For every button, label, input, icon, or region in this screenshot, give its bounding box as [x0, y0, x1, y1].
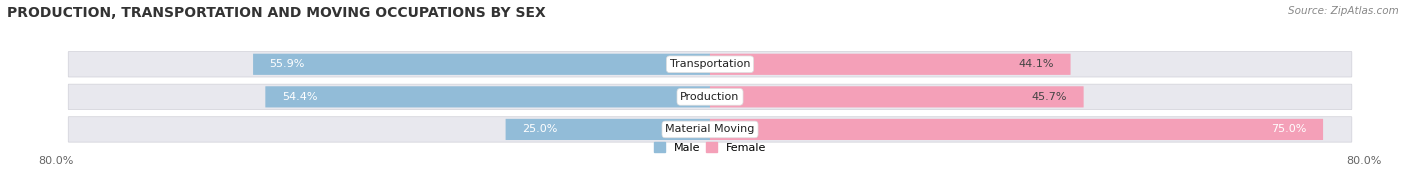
Legend: Male, Female: Male, Female: [654, 142, 766, 153]
Text: Material Moving: Material Moving: [665, 124, 755, 134]
Text: 75.0%: 75.0%: [1271, 124, 1306, 134]
FancyBboxPatch shape: [69, 52, 1351, 77]
Text: Production: Production: [681, 92, 740, 102]
Text: Source: ZipAtlas.com: Source: ZipAtlas.com: [1288, 6, 1399, 16]
FancyBboxPatch shape: [266, 86, 710, 107]
Text: 44.1%: 44.1%: [1018, 59, 1054, 69]
Text: PRODUCTION, TRANSPORTATION AND MOVING OCCUPATIONS BY SEX: PRODUCTION, TRANSPORTATION AND MOVING OC…: [7, 6, 546, 20]
Text: Transportation: Transportation: [669, 59, 751, 69]
FancyBboxPatch shape: [69, 84, 1351, 110]
FancyBboxPatch shape: [710, 86, 1084, 107]
FancyBboxPatch shape: [69, 117, 1351, 142]
Text: 25.0%: 25.0%: [522, 124, 557, 134]
FancyBboxPatch shape: [253, 54, 710, 75]
FancyBboxPatch shape: [710, 119, 1323, 140]
Text: 45.7%: 45.7%: [1032, 92, 1067, 102]
FancyBboxPatch shape: [710, 54, 1070, 75]
Text: 54.4%: 54.4%: [281, 92, 318, 102]
Text: 55.9%: 55.9%: [270, 59, 305, 69]
FancyBboxPatch shape: [506, 119, 710, 140]
